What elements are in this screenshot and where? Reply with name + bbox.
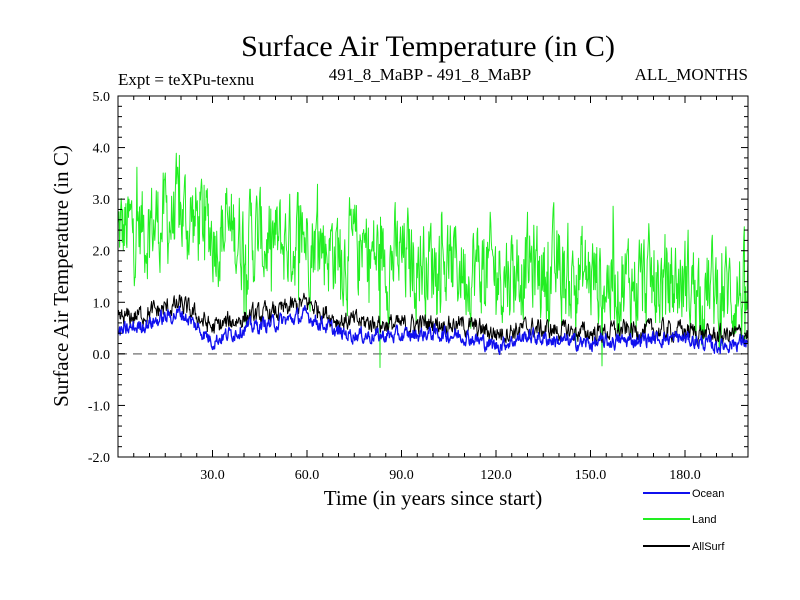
- series-line-ocean: [118, 304, 748, 356]
- y-tick-label: -2.0: [88, 451, 110, 466]
- x-tick-label: 120.0: [480, 468, 512, 483]
- series-line-allsurf: [118, 292, 748, 347]
- y-tick-label: 1.0: [93, 296, 111, 311]
- chart-title: Surface Air Temperature (in C): [241, 30, 615, 63]
- y-axis-label: Surface Air Temperature (in C): [49, 145, 73, 407]
- legend-label-ocean: Ocean: [692, 488, 724, 500]
- x-tick-label: 60.0: [295, 468, 320, 483]
- y-tick-label: 2.0: [93, 245, 111, 260]
- x-tick-label: 90.0: [389, 468, 414, 483]
- series-line-land: [118, 152, 748, 368]
- period-label: ALL_MONTHS: [635, 65, 748, 84]
- y-tick-label: -1.0: [88, 399, 110, 414]
- y-tick-label: 5.0: [93, 90, 111, 105]
- legend-label-land: Land: [692, 514, 716, 526]
- x-axis-label: Time (in years since start): [324, 486, 543, 510]
- run-label: 491_8_MaBP - 491_8_MaBP: [329, 65, 531, 84]
- x-tick-label: 30.0: [200, 468, 225, 483]
- x-tick-label: 180.0: [669, 468, 701, 483]
- y-tick-label: 3.0: [93, 193, 111, 208]
- expt-label: Expt = teXPu-texnu: [118, 70, 255, 89]
- y-tick-label: 0.0: [93, 348, 111, 363]
- legend: Ocean Land AllSurf: [643, 488, 725, 553]
- legend-label-allsurf: AllSurf: [692, 541, 725, 553]
- x-tick-label: 150.0: [575, 468, 607, 483]
- y-tick-label: 4.0: [93, 142, 111, 157]
